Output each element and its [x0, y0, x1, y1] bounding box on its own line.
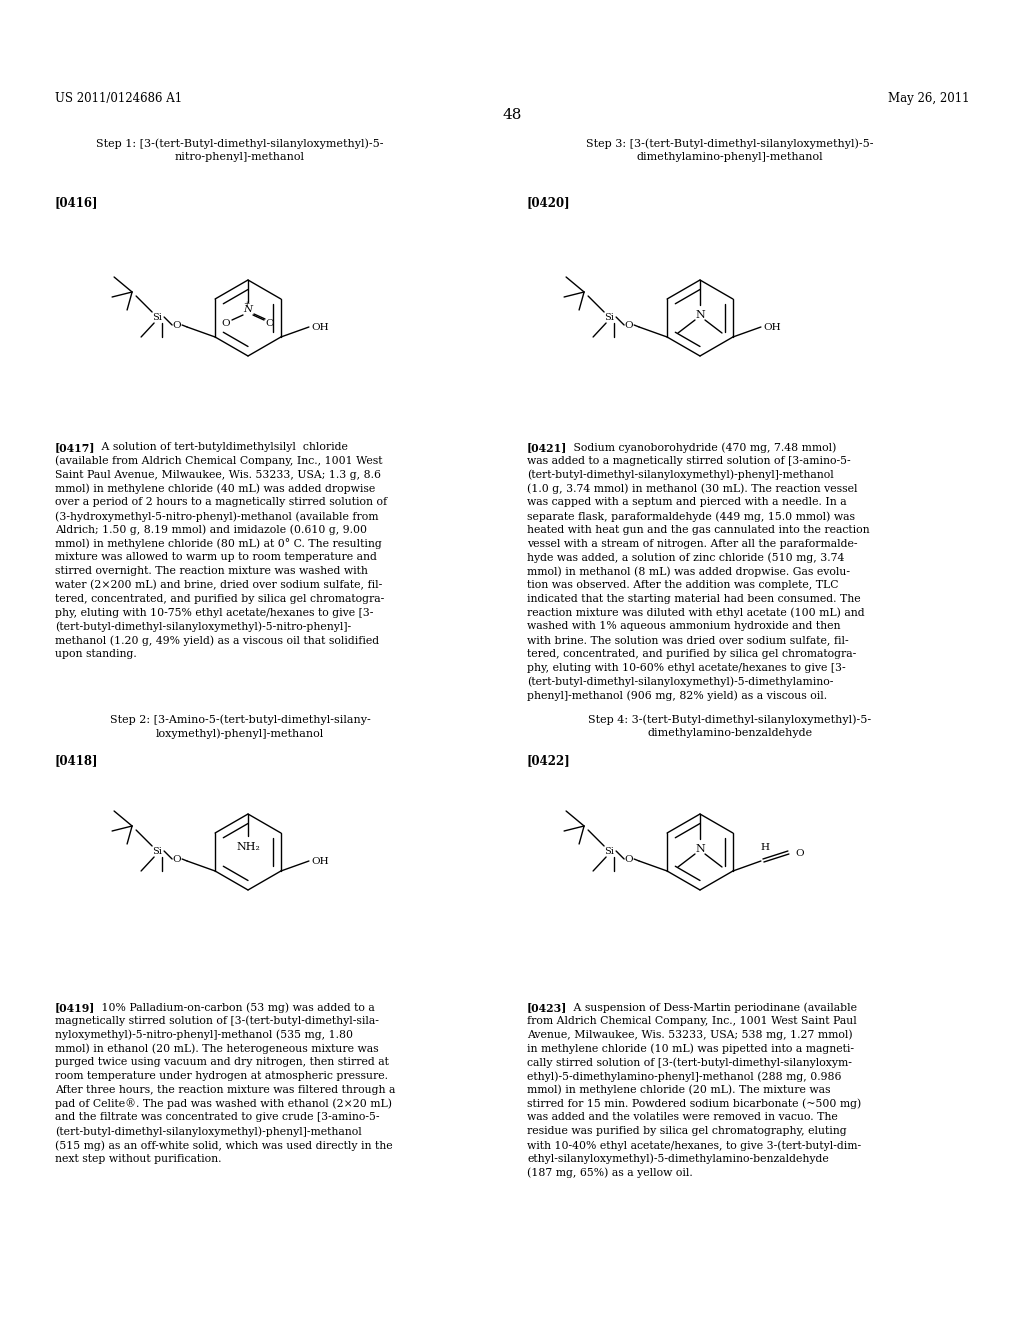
Text: (3-hydroxymethyl-5-nitro-phenyl)-methanol (available from: (3-hydroxymethyl-5-nitro-phenyl)-methano… [55, 511, 379, 521]
Text: dimethylamino-benzaldehyde: dimethylamino-benzaldehyde [647, 729, 813, 738]
Text: Aldrich; 1.50 g, 8.19 mmol) and imidazole (0.610 g, 9.00: Aldrich; 1.50 g, 8.19 mmol) and imidazol… [55, 525, 367, 536]
Text: [0420]: [0420] [527, 195, 570, 209]
Text: [0421]: [0421] [527, 442, 567, 453]
Text: O: O [221, 319, 230, 329]
Text: tered, concentrated, and purified by silica gel chromatogra-: tered, concentrated, and purified by sil… [527, 649, 856, 659]
Text: and the filtrate was concentrated to give crude [3-amino-5-: and the filtrate was concentrated to giv… [55, 1113, 380, 1122]
Text: (187 mg, 65%) as a yellow oil.: (187 mg, 65%) as a yellow oil. [527, 1168, 693, 1179]
Text: dimethylamino-phenyl]-methanol: dimethylamino-phenyl]-methanol [637, 152, 823, 162]
Text: [0417]: [0417] [55, 442, 95, 453]
Text: Si: Si [153, 313, 162, 322]
Text: mmol) in ethanol (20 mL). The heterogeneous mixture was: mmol) in ethanol (20 mL). The heterogene… [55, 1043, 379, 1053]
Text: tion was observed. After the addition was complete, TLC: tion was observed. After the addition wa… [527, 579, 839, 590]
Text: N: N [695, 843, 705, 854]
Text: [0422]: [0422] [527, 754, 570, 767]
Text: phy, eluting with 10-60% ethyl acetate/hexanes to give [3-: phy, eluting with 10-60% ethyl acetate/h… [527, 663, 846, 673]
Text: mixture was allowed to warm up to room temperature and: mixture was allowed to warm up to room t… [55, 552, 377, 562]
Text: nitro-phenyl]-methanol: nitro-phenyl]-methanol [175, 152, 305, 162]
Text: mmol) in methanol (8 mL) was added dropwise. Gas evolu-: mmol) in methanol (8 mL) was added dropw… [527, 566, 850, 577]
Text: [0423]: [0423] [527, 1002, 567, 1012]
Text: (1.0 g, 3.74 mmol) in methanol (30 mL). The reaction vessel: (1.0 g, 3.74 mmol) in methanol (30 mL). … [527, 483, 857, 494]
Text: O: O [795, 849, 804, 858]
Text: mmol) in methylene chloride (20 mL). The mixture was: mmol) in methylene chloride (20 mL). The… [527, 1085, 830, 1096]
Text: (tert-butyl-dimethyl-silanyloxymethyl)-phenyl]-methanol: (tert-butyl-dimethyl-silanyloxymethyl)-p… [527, 470, 834, 480]
Text: [0418]: [0418] [55, 754, 98, 767]
Text: washed with 1% aqueous ammonium hydroxide and then: washed with 1% aqueous ammonium hydroxid… [527, 622, 841, 631]
Text: with brine. The solution was dried over sodium sulfate, fil-: with brine. The solution was dried over … [527, 635, 849, 645]
Text: next step without purification.: next step without purification. [55, 1154, 221, 1164]
Text: water (2×200 mL) and brine, dried over sodium sulfate, fil-: water (2×200 mL) and brine, dried over s… [55, 579, 382, 590]
Text: cally stirred solution of [3-(tert-butyl-dimethyl-silanyloxym-: cally stirred solution of [3-(tert-butyl… [527, 1057, 852, 1068]
Text: Si: Si [604, 313, 614, 322]
Text: O: O [173, 854, 181, 863]
Text: O: O [625, 321, 634, 330]
Text: was added and the volatiles were removed in vacuo. The: was added and the volatiles were removed… [527, 1113, 838, 1122]
Text: separate flask, paraformaldehyde (449 mg, 15.0 mmol) was: separate flask, paraformaldehyde (449 mg… [527, 511, 855, 521]
Text: A suspension of Dess-Martin periodinane (available: A suspension of Dess-Martin periodinane … [563, 1002, 857, 1012]
Text: hyde was added, a solution of zinc chloride (510 mg, 3.74: hyde was added, a solution of zinc chlor… [527, 552, 845, 562]
Text: US 2011/0124686 A1: US 2011/0124686 A1 [55, 92, 182, 106]
Text: OH: OH [763, 322, 780, 331]
Text: upon standing.: upon standing. [55, 649, 137, 659]
Text: pad of Celite®. The pad was washed with ethanol (2×20 mL): pad of Celite®. The pad was washed with … [55, 1098, 392, 1109]
Text: Sodium cyanoborohydride (470 mg, 7.48 mmol): Sodium cyanoborohydride (470 mg, 7.48 mm… [563, 442, 837, 453]
Text: OH: OH [311, 322, 329, 331]
Text: H: H [761, 842, 769, 851]
Text: room temperature under hydrogen at atmospheric pressure.: room temperature under hydrogen at atmos… [55, 1071, 388, 1081]
Text: stirred overnight. The reaction mixture was washed with: stirred overnight. The reaction mixture … [55, 566, 368, 577]
Text: tered, concentrated, and purified by silica gel chromatogra-: tered, concentrated, and purified by sil… [55, 594, 384, 603]
Text: (tert-butyl-dimethyl-silanyloxymethyl)-phenyl]-methanol: (tert-butyl-dimethyl-silanyloxymethyl)-p… [55, 1126, 361, 1137]
Text: N: N [244, 305, 253, 314]
Text: was capped with a septum and pierced with a needle. In a: was capped with a septum and pierced wit… [527, 498, 847, 507]
Text: with 10-40% ethyl acetate/hexanes, to give 3-(tert-butyl-dim-: with 10-40% ethyl acetate/hexanes, to gi… [527, 1140, 861, 1151]
Text: O: O [265, 319, 274, 329]
Text: vessel with a stream of nitrogen. After all the paraformalde-: vessel with a stream of nitrogen. After … [527, 539, 857, 549]
Text: Avenue, Milwaukee, Wis. 53233, USA; 538 mg, 1.27 mmol): Avenue, Milwaukee, Wis. 53233, USA; 538 … [527, 1030, 853, 1040]
Text: Si: Si [604, 846, 614, 855]
Text: residue was purified by silica gel chromatography, eluting: residue was purified by silica gel chrom… [527, 1126, 847, 1137]
Text: OH: OH [311, 857, 329, 866]
Text: Step 4: 3-(tert-Butyl-dimethyl-silanyloxymethyl)-5-: Step 4: 3-(tert-Butyl-dimethyl-silanylox… [589, 714, 871, 725]
Text: 10% Palladium-on-carbon (53 mg) was added to a: 10% Palladium-on-carbon (53 mg) was adde… [91, 1002, 375, 1012]
Text: loxymethyl)-phenyl]-methanol: loxymethyl)-phenyl]-methanol [156, 729, 325, 739]
Text: Saint Paul Avenue, Milwaukee, Wis. 53233, USA; 1.3 g, 8.6: Saint Paul Avenue, Milwaukee, Wis. 53233… [55, 470, 381, 479]
Text: magnetically stirred solution of [3-(tert-butyl-dimethyl-sila-: magnetically stirred solution of [3-(ter… [55, 1016, 379, 1027]
Text: ethyl)-5-dimethylamino-phenyl]-methanol (288 mg, 0.986: ethyl)-5-dimethylamino-phenyl]-methanol … [527, 1071, 842, 1081]
Text: from Aldrich Chemical Company, Inc., 1001 West Saint Paul: from Aldrich Chemical Company, Inc., 100… [527, 1016, 857, 1026]
Text: [0416]: [0416] [55, 195, 98, 209]
Text: indicated that the starting material had been consumed. The: indicated that the starting material had… [527, 594, 860, 603]
Text: purged twice using vacuum and dry nitrogen, then stirred at: purged twice using vacuum and dry nitrog… [55, 1057, 389, 1067]
Text: in methylene chloride (10 mL) was pipetted into a magneti-: in methylene chloride (10 mL) was pipett… [527, 1043, 854, 1053]
Text: phy, eluting with 10-75% ethyl acetate/hexanes to give [3-: phy, eluting with 10-75% ethyl acetate/h… [55, 607, 374, 618]
Text: was added to a magnetically stirred solution of [3-amino-5-: was added to a magnetically stirred solu… [527, 455, 851, 466]
Text: mmol) in methylene chloride (80 mL) at 0° C. The resulting: mmol) in methylene chloride (80 mL) at 0… [55, 539, 382, 549]
Text: ethyl-silanyloxymethyl)-5-dimethylamino-benzaldehyde: ethyl-silanyloxymethyl)-5-dimethylamino-… [527, 1154, 828, 1164]
Text: (tert-butyl-dimethyl-silanyloxymethyl)-5-dimethylamino-: (tert-butyl-dimethyl-silanyloxymethyl)-5… [527, 677, 834, 688]
Text: phenyl]-methanol (906 mg, 82% yield) as a viscous oil.: phenyl]-methanol (906 mg, 82% yield) as … [527, 690, 827, 701]
Text: After three hours, the reaction mixture was filtered through a: After three hours, the reaction mixture … [55, 1085, 395, 1094]
Text: heated with heat gun and the gas cannulated into the reaction: heated with heat gun and the gas cannula… [527, 525, 869, 535]
Text: Step 1: [3-(tert-Butyl-dimethyl-silanyloxymethyl)-5-: Step 1: [3-(tert-Butyl-dimethyl-silanylo… [96, 139, 384, 149]
Text: stirred for 15 min. Powdered sodium bicarbonate (~500 mg): stirred for 15 min. Powdered sodium bica… [527, 1098, 861, 1109]
Text: A solution of tert-butyldimethylsilyl  chloride: A solution of tert-butyldimethylsilyl ch… [91, 442, 348, 451]
Text: reaction mixture was diluted with ethyl acetate (100 mL) and: reaction mixture was diluted with ethyl … [527, 607, 864, 618]
Text: NH₂: NH₂ [237, 842, 260, 851]
Text: nyloxymethyl)-5-nitro-phenyl]-methanol (535 mg, 1.80: nyloxymethyl)-5-nitro-phenyl]-methanol (… [55, 1030, 353, 1040]
Text: (tert-butyl-dimethyl-silanyloxymethyl)-5-nitro-phenyl]-: (tert-butyl-dimethyl-silanyloxymethyl)-5… [55, 622, 351, 632]
Text: over a period of 2 hours to a magnetically stirred solution of: over a period of 2 hours to a magnetical… [55, 498, 387, 507]
Text: 48: 48 [503, 108, 521, 121]
Text: (available from Aldrich Chemical Company, Inc., 1001 West: (available from Aldrich Chemical Company… [55, 455, 383, 466]
Text: O: O [173, 321, 181, 330]
Text: N: N [695, 310, 705, 319]
Text: Step 3: [3-(tert-Butyl-dimethyl-silanyloxymethyl)-5-: Step 3: [3-(tert-Butyl-dimethyl-silanylo… [587, 139, 873, 149]
Text: Si: Si [153, 846, 162, 855]
Text: May 26, 2011: May 26, 2011 [889, 92, 970, 106]
Text: (515 mg) as an off-white solid, which was used directly in the: (515 mg) as an off-white solid, which wa… [55, 1140, 392, 1151]
Text: [0419]: [0419] [55, 1002, 95, 1012]
Text: +: + [243, 300, 249, 308]
Text: methanol (1.20 g, 49% yield) as a viscous oil that solidified: methanol (1.20 g, 49% yield) as a viscou… [55, 635, 379, 645]
Text: Step 2: [3-Amino-5-(tert-butyl-dimethyl-silany-: Step 2: [3-Amino-5-(tert-butyl-dimethyl-… [110, 714, 371, 725]
Text: mmol) in methylene chloride (40 mL) was added dropwise: mmol) in methylene chloride (40 mL) was … [55, 483, 375, 494]
Text: O: O [625, 854, 634, 863]
